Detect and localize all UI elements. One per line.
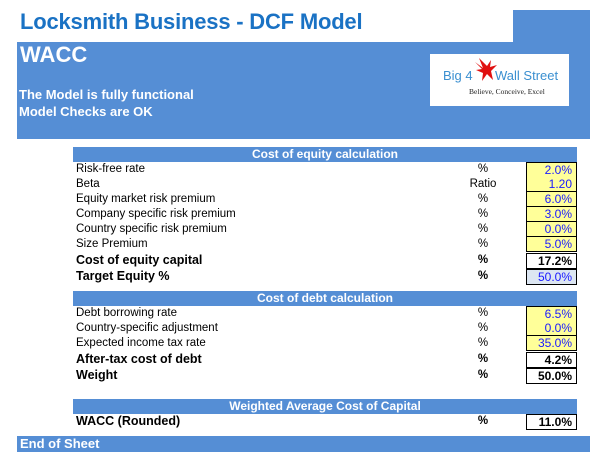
row-label: WACC (Rounded)	[76, 414, 181, 428]
section-header-cost-of-equity: Cost of equity calculation	[73, 147, 577, 162]
row-unit: %	[477, 163, 489, 175]
row-debt-borrowing-rate: Debt borrowing rate % 6.5%	[73, 306, 577, 322]
row-unit: %	[477, 322, 489, 334]
row-country-specific-adjustment: Country-specific adjustment % 0.0%	[73, 321, 577, 336]
input-cell-expected-income-tax-rate[interactable]: 35.0%	[526, 336, 577, 351]
row-label: Risk-free rate	[76, 163, 146, 175]
section-header-wacc: Weighted Average Cost of Capital	[73, 399, 577, 414]
row-unit: %	[477, 337, 489, 349]
row-unit: %	[477, 415, 489, 427]
row-label: Expected income tax rate	[76, 337, 206, 349]
row-unit: %	[477, 353, 489, 365]
status-functional: The Model is fully functional	[19, 87, 194, 102]
row-label: Weight	[76, 368, 118, 382]
row-country-specific-risk-premium: Country specific risk premium % 0.0%	[73, 222, 577, 237]
calc-cell-wacc[interactable]: 11.0%	[526, 414, 577, 430]
row-label: Target Equity %	[76, 269, 170, 283]
input-cell-country-specific-risk-premium[interactable]: 0.0%	[526, 222, 577, 237]
input-cell-equity-market-risk-premium[interactable]: 6.0%	[526, 192, 577, 207]
row-unit: %	[477, 208, 489, 220]
row-label: After-tax cost of debt	[76, 352, 202, 366]
row-size-premium: Size Premium % 5.0%	[73, 237, 577, 252]
row-company-specific-risk-premium: Company specific risk premium % 3.0%	[73, 207, 577, 222]
row-equity-market-risk-premium: Equity market risk premium % 6.0%	[73, 192, 577, 207]
model-title: Locksmith Business - DCF Model	[20, 9, 363, 34]
row-label: Size Premium	[76, 238, 148, 250]
calc-cell-debt-weight[interactable]: 50.0%	[526, 368, 577, 384]
row-label: Beta	[76, 178, 100, 190]
section-header-cost-of-debt: Cost of debt calculation	[73, 291, 577, 306]
calc-cell-cost-of-equity-capital[interactable]: 17.2%	[526, 253, 577, 269]
eagle-icon	[475, 58, 497, 81]
row-risk-free-rate: Risk-free rate % 2.0%	[73, 162, 577, 178]
input-cell-risk-free-rate[interactable]: 2.0%	[526, 162, 577, 178]
end-of-sheet-bar: End of Sheet	[17, 436, 590, 452]
logo-tagline: Believe, Conceive, Excel	[469, 87, 545, 96]
row-target-equity: Target Equity % % 50.0%	[73, 269, 577, 285]
row-beta: Beta Ratio 1.20	[73, 177, 577, 192]
row-unit: %	[477, 307, 489, 319]
link-cell-target-equity[interactable]: 50.0%	[526, 269, 577, 285]
status-checks: Model Checks are OK	[19, 104, 153, 119]
input-cell-country-specific-adjustment[interactable]: 0.0%	[526, 321, 577, 336]
input-cell-debt-borrowing-rate[interactable]: 6.5%	[526, 306, 577, 322]
input-cell-company-specific-risk-premium[interactable]: 3.0%	[526, 207, 577, 222]
input-cell-beta[interactable]: 1.20	[526, 177, 577, 192]
row-expected-income-tax-rate: Expected income tax rate % 35.0%	[73, 336, 577, 351]
row-label: Cost of equity capital	[76, 253, 203, 267]
row-wacc-rounded: WACC (Rounded) % 11.0%	[73, 414, 577, 430]
row-unit: %	[477, 369, 489, 381]
row-label: Country specific risk premium	[76, 223, 227, 235]
logo-left-text: Big 4	[443, 68, 473, 83]
calc-cell-after-tax-cost-of-debt[interactable]: 4.2%	[526, 352, 577, 368]
row-label: Country-specific adjustment	[76, 322, 218, 334]
row-unit: %	[477, 270, 489, 282]
header-tab-block	[513, 10, 590, 44]
logo: Big 4 Wall Street Believe, Conceive, Exc…	[430, 54, 569, 106]
input-cell-size-premium[interactable]: 5.0%	[526, 237, 577, 252]
row-unit: %	[477, 223, 489, 235]
row-unit: %	[477, 238, 489, 250]
row-cost-of-equity-capital: Cost of equity capital % 17.2%	[73, 253, 577, 269]
row-debt-weight: Weight % 50.0%	[73, 368, 577, 384]
row-label: Company specific risk premium	[76, 208, 236, 220]
row-after-tax-cost-of-debt: After-tax cost of debt % 4.2%	[73, 352, 577, 368]
row-label: Equity market risk premium	[76, 193, 216, 205]
row-unit: %	[477, 193, 489, 205]
sheet-name: WACC	[20, 42, 88, 67]
row-label: Debt borrowing rate	[76, 307, 177, 319]
row-unit: %	[477, 254, 489, 266]
row-unit: Ratio	[469, 178, 497, 190]
logo-right-text: Wall Street	[495, 68, 559, 83]
